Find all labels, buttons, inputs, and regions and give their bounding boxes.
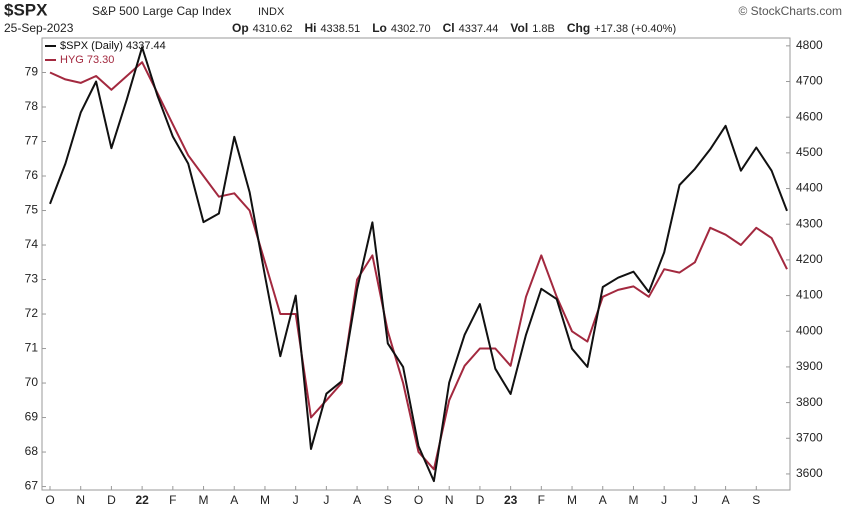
y-tick-label: 74 <box>25 237 39 251</box>
quote-label: Chg <box>567 21 590 35</box>
y-tick-label: 77 <box>25 134 39 148</box>
y-tick-label: 75 <box>25 203 39 217</box>
y2-tick-label: 4800 <box>796 38 823 52</box>
quote-label: Lo <box>372 21 387 35</box>
quote-value: 4310.62 <box>253 23 293 35</box>
quote-value: +17.38 (+0.40%) <box>594 23 676 35</box>
y2-tick-label: 3800 <box>796 395 823 409</box>
x-tick-label: J <box>323 493 329 507</box>
y2-tick-label: 4200 <box>796 252 823 266</box>
x-tick-label: J <box>661 493 667 507</box>
y2-tick-label: 4000 <box>796 323 823 337</box>
y2-tick-label: 4700 <box>796 74 823 88</box>
series-line <box>49 61 788 471</box>
y2-tick-label: 4100 <box>796 288 823 302</box>
x-tick-label: O <box>45 493 54 507</box>
y2-tick-label: 4600 <box>796 109 823 123</box>
x-tick-label: M <box>628 493 638 507</box>
x-tick-label: J <box>692 493 698 507</box>
x-tick-label: J <box>293 493 299 507</box>
legend-label: $SPX (Daily) 4337.44 <box>60 40 166 52</box>
date: 25-Sep-2023 <box>4 21 74 35</box>
x-tick-label: 22 <box>135 493 149 507</box>
quote-label: Hi <box>304 21 316 35</box>
y-tick-label: 76 <box>25 168 39 182</box>
y-tick-label: 69 <box>25 410 39 424</box>
quote-label: Vol <box>510 21 528 35</box>
x-tick-label: A <box>599 493 607 507</box>
legend-label: HYG 73.30 <box>60 54 114 66</box>
quote-value: 4337.44 <box>459 23 499 35</box>
y2-tick-label: 3600 <box>796 466 823 480</box>
y2-tick-label: 4400 <box>796 181 823 195</box>
y-tick-label: 68 <box>25 444 39 458</box>
x-tick-label: A <box>722 493 730 507</box>
y-tick-label: 70 <box>25 375 39 389</box>
y2-tick-label: 4300 <box>796 216 823 230</box>
x-tick-label: 23 <box>504 493 518 507</box>
y-tick-label: 72 <box>25 306 39 320</box>
x-tick-label: M <box>260 493 270 507</box>
quote-value: 4302.70 <box>391 23 431 35</box>
y2-tick-label: 3700 <box>796 430 823 444</box>
x-tick-label: O <box>414 493 423 507</box>
chart-title: $SPX <box>4 0 48 19</box>
x-tick-label: D <box>476 493 485 507</box>
x-tick-label: N <box>445 493 454 507</box>
x-tick-label: S <box>752 493 760 507</box>
quote-label: Cl <box>443 21 455 35</box>
quote-value: 1.8B <box>532 23 555 35</box>
y-tick-label: 79 <box>25 65 39 79</box>
quote-label: Op <box>232 21 249 35</box>
x-tick-label: M <box>567 493 577 507</box>
source: © StockCharts.com <box>738 4 842 18</box>
x-tick-label: D <box>107 493 116 507</box>
plot-frame <box>41 37 791 491</box>
x-tick-label: M <box>199 493 209 507</box>
subtitle: S&P 500 Large Cap Index <box>92 4 231 18</box>
exchange: INDX <box>258 6 285 18</box>
y-tick-label: 71 <box>25 341 39 355</box>
x-tick-label: A <box>230 493 238 507</box>
x-tick-label: F <box>169 493 176 507</box>
y-tick-label: 73 <box>25 272 39 286</box>
series-line <box>49 46 788 483</box>
y-tick-label: 78 <box>25 99 39 113</box>
quote-value: 4338.51 <box>320 23 360 35</box>
y2-tick-label: 3900 <box>796 359 823 373</box>
y-tick-label: 67 <box>25 479 39 493</box>
y2-tick-label: 4500 <box>796 145 823 159</box>
x-tick-label: A <box>353 493 361 507</box>
x-tick-label: F <box>538 493 545 507</box>
x-tick-label: S <box>384 493 392 507</box>
x-tick-label: N <box>76 493 85 507</box>
